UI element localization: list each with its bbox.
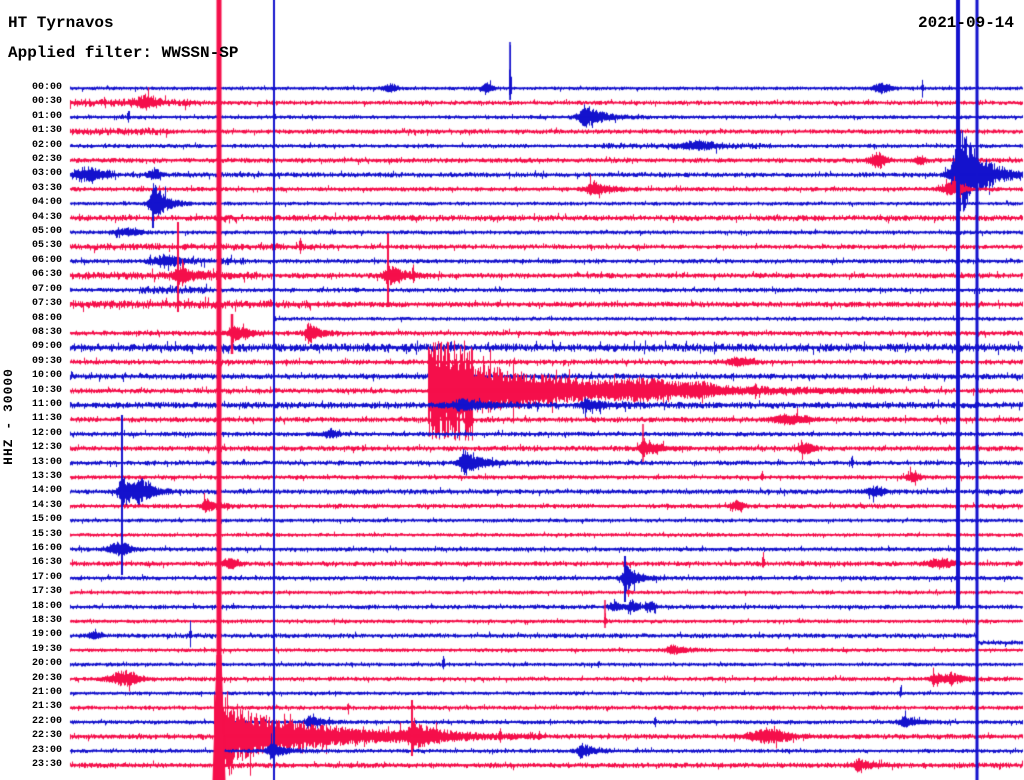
row-time-label: 09:00: [31, 341, 62, 353]
row-time-label: 01:00: [31, 110, 62, 122]
row-time-label: 13:00: [31, 456, 62, 468]
row-time-label: 18:30: [31, 614, 62, 626]
row-time-label: 21:00: [31, 687, 62, 698]
row-time-label: 18:00: [31, 600, 62, 612]
row-time-label: 14:00: [31, 485, 62, 497]
row-time-label: 16:00: [31, 542, 62, 554]
row-time-label: 08:30: [31, 326, 62, 338]
row-time-label: 20:00: [31, 658, 62, 670]
row-time-label: 15:00: [31, 514, 62, 526]
row-time-label: 04:00: [31, 197, 62, 209]
row-time-label: 12:00: [31, 427, 62, 439]
row-time-label: 16:30: [31, 557, 62, 569]
row-time-label: 01:30: [31, 125, 62, 137]
row-time-label: 04:30: [31, 211, 62, 223]
row-time-label: 21:30: [31, 701, 62, 713]
row-time-label: 10:30: [31, 384, 62, 396]
date-label: 2021-09-14: [917, 14, 1014, 32]
applied-filter-label: Applied filter: WWSSN-SP: [8, 44, 239, 62]
row-time-label: 10:00: [31, 370, 62, 382]
row-time-label: 03:00: [31, 168, 62, 180]
row-time-label: 07:30: [31, 298, 62, 310]
row-time-label: 15:30: [31, 528, 62, 540]
row-time-label: 11:30: [31, 413, 62, 425]
row-time-label: 22:30: [31, 730, 62, 742]
row-time-label: 08:00: [31, 312, 62, 324]
row-time-label: 00:30: [31, 96, 62, 108]
row-time-label: 02:30: [31, 154, 62, 165]
row-time-label: 17:00: [31, 571, 62, 583]
row-time-label: 09:30: [31, 355, 62, 367]
row-time-label: 02:00: [31, 139, 62, 151]
row-time-label: 20:30: [31, 672, 62, 684]
row-time-label: 23:30: [31, 759, 62, 770]
row-time-label: 12:30: [31, 442, 62, 454]
row-time-label: 22:00: [31, 715, 62, 727]
row-time-label: 11:00: [31, 398, 62, 410]
row-time-label: 05:00: [31, 226, 62, 237]
row-time-label: 19:00: [31, 629, 62, 641]
row-time-label: 23:00: [31, 744, 62, 756]
row-time-label: 14:30: [31, 499, 62, 511]
row-time-label: 06:30: [31, 269, 62, 281]
row-time-label: 03:30: [31, 182, 62, 194]
row-time-label: 00:00: [31, 82, 62, 93]
row-time-label: 06:00: [31, 254, 62, 266]
station-title: HT Tyrnavos: [8, 14, 114, 32]
row-time-label: 19:30: [31, 643, 62, 655]
row-time-label: 17:30: [31, 586, 62, 598]
row-time-label: 07:00: [31, 283, 62, 295]
row-time-label: 13:30: [31, 470, 62, 482]
row-time-label: 05:30: [31, 240, 62, 252]
